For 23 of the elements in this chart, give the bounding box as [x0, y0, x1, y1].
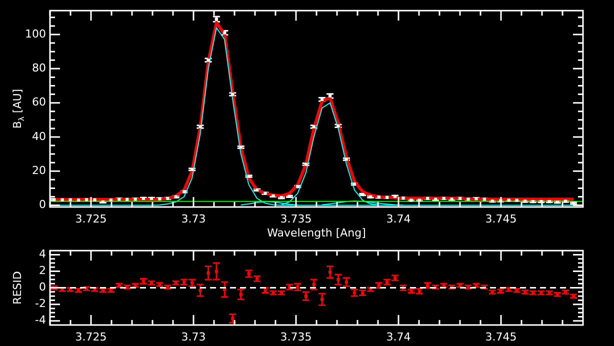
x-tick-label: 3.735 — [280, 330, 312, 344]
y-tick-label: 40 — [32, 130, 46, 143]
x-tick-label: 3.73 — [181, 330, 206, 344]
x-axis-title: Wavelength [Ang] — [267, 226, 366, 240]
y-tick-label: 20 — [32, 164, 46, 177]
y-tick-label: -2 — [35, 297, 46, 310]
y-tick-label: 100 — [25, 27, 46, 40]
x-tick-label: 3.73 — [181, 212, 206, 226]
y-axis-title: RESID — [10, 271, 24, 304]
x-tick-label: 3.725 — [75, 330, 107, 344]
y-tick-label: 60 — [32, 96, 46, 109]
y-tick-label: 0 — [39, 198, 46, 212]
y-tick-label: -4 — [35, 314, 46, 327]
x-tick-label: 3.735 — [280, 212, 312, 226]
x-tick-label: 3.745 — [485, 330, 517, 344]
x-tick-label: 3.74 — [386, 212, 411, 226]
y-tick-label: 4 — [39, 248, 46, 261]
x-tick-label: 3.74 — [386, 330, 411, 344]
y-tick-label: 0 — [39, 280, 46, 294]
y-tick-label: 80 — [32, 62, 46, 75]
y-tick-label: 2 — [39, 264, 46, 278]
x-tick-label: 3.725 — [75, 212, 107, 226]
x-tick-label: 3.745 — [485, 212, 517, 226]
